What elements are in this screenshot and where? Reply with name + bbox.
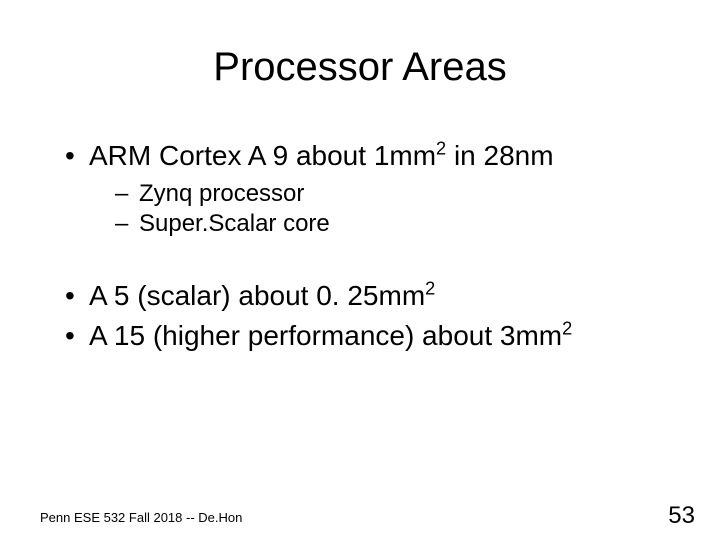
bullet-text: ARM Cortex A 9 about 1mm2 in 28nm [89,140,554,172]
bullet-item: • ARM Cortex A 9 about 1mm2 in 28nm [65,140,680,172]
bullet-text: Super.Scalar core [139,210,330,238]
slide-content: • ARM Cortex A 9 about 1mm2 in 28nm – Zy… [40,140,680,352]
superscript: 2 [425,279,435,299]
slide-container: Processor Areas • ARM Cortex A 9 about 1… [0,0,720,540]
bullet-marker: • [65,320,77,352]
text-fragment: A 15 (higher performance) about 3mm [89,320,562,351]
dash-marker: – [115,180,129,208]
text-fragment: ARM Cortex A 9 about 1mm [89,140,436,171]
bullet-text: A 15 (higher performance) about 3mm2 [89,320,572,352]
bullet-text: Zynq processor [139,180,304,208]
text-fragment: in 28nm [446,140,553,171]
bullet-item: • A 15 (higher performance) about 3mm2 [65,320,680,352]
bullet-item: • A 5 (scalar) about 0. 25mm2 [65,280,680,312]
superscript: 2 [562,319,572,339]
bullet-marker: • [65,140,77,172]
slide-title: Processor Areas [40,45,680,90]
slide-footer: Penn ESE 532 Fall 2018 -- De.Hon [40,510,242,525]
sub-bullet-item: – Zynq processor [115,180,680,208]
text-fragment: A 5 (scalar) about 0. 25mm [89,280,425,311]
page-number: 53 [668,502,695,530]
spacer [65,240,680,280]
sub-bullet-item: – Super.Scalar core [115,210,680,238]
superscript: 2 [436,139,446,159]
bullet-text: A 5 (scalar) about 0. 25mm2 [89,280,435,312]
dash-marker: – [115,210,129,238]
bullet-marker: • [65,280,77,312]
